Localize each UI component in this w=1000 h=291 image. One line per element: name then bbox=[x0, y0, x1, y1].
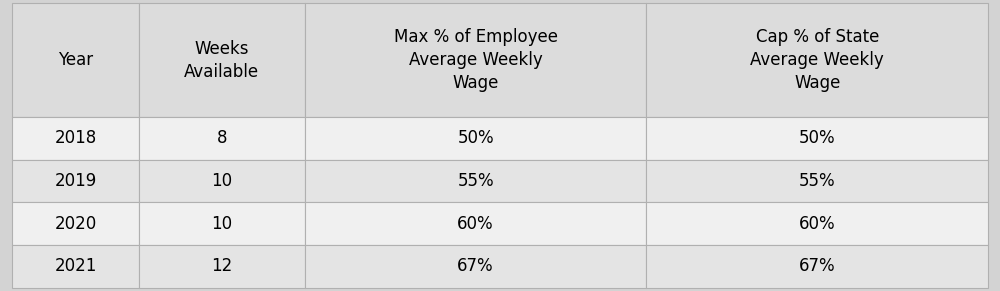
Bar bbox=[139, 3, 305, 117]
Bar bbox=[646, 202, 988, 245]
Bar bbox=[12, 3, 139, 117]
Bar bbox=[12, 117, 139, 160]
Bar bbox=[139, 245, 305, 288]
Text: 2021: 2021 bbox=[54, 257, 97, 275]
Bar bbox=[139, 202, 305, 245]
Text: 55%: 55% bbox=[799, 172, 836, 190]
Bar bbox=[305, 202, 646, 245]
Bar bbox=[646, 117, 988, 160]
Text: Cap % of State
Average Weekly
Wage: Cap % of State Average Weekly Wage bbox=[750, 29, 884, 92]
Bar bbox=[139, 160, 305, 202]
Bar bbox=[139, 117, 305, 160]
Bar bbox=[12, 202, 139, 245]
Bar bbox=[646, 3, 988, 117]
Bar bbox=[305, 3, 646, 117]
Text: Max % of Employee
Average Weekly
Wage: Max % of Employee Average Weekly Wage bbox=[394, 29, 558, 92]
Text: 2020: 2020 bbox=[54, 214, 97, 233]
Bar bbox=[305, 117, 646, 160]
Bar bbox=[305, 245, 646, 288]
Bar bbox=[12, 160, 139, 202]
Text: 12: 12 bbox=[211, 257, 232, 275]
Text: 67%: 67% bbox=[457, 257, 494, 275]
Text: 50%: 50% bbox=[457, 129, 494, 148]
Text: 2019: 2019 bbox=[54, 172, 97, 190]
Text: Year: Year bbox=[58, 51, 93, 69]
Text: 60%: 60% bbox=[457, 214, 494, 233]
Text: Weeks
Available: Weeks Available bbox=[184, 40, 259, 81]
Text: 2018: 2018 bbox=[54, 129, 97, 148]
Text: 55%: 55% bbox=[457, 172, 494, 190]
Text: 50%: 50% bbox=[799, 129, 836, 148]
Text: 10: 10 bbox=[211, 172, 232, 190]
Text: 8: 8 bbox=[217, 129, 227, 148]
Text: 10: 10 bbox=[211, 214, 232, 233]
Bar bbox=[305, 160, 646, 202]
Text: 60%: 60% bbox=[799, 214, 836, 233]
Bar bbox=[12, 245, 139, 288]
Text: 67%: 67% bbox=[799, 257, 836, 275]
Bar bbox=[646, 245, 988, 288]
Bar bbox=[646, 160, 988, 202]
